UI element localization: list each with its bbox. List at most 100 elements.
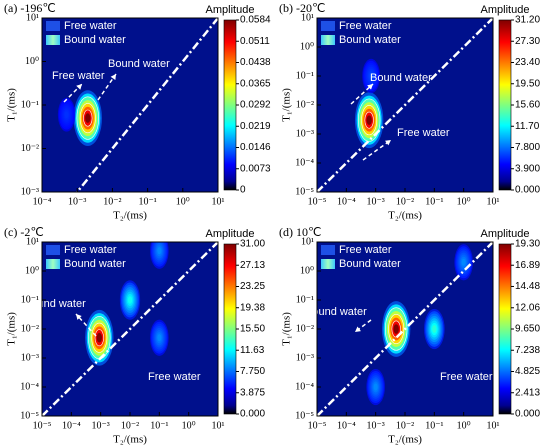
annotation-arrow [97,73,117,101]
colorbar-tick-label: 9.650 [515,324,540,335]
y-tick-label: 10⁻² [21,143,39,154]
y-tick-label: 10⁻¹ [296,70,314,81]
legend: Free water Bound water [46,20,126,46]
y-axis-label: T₁/(ms) [281,312,293,346]
colorbar-tick-label: 11.63 [240,345,265,356]
peak [381,301,411,357]
legend: Free water Bound water [321,244,401,270]
peak [150,242,169,269]
colorbar-tick-label: 0.000 [240,409,265,420]
peak [354,92,384,149]
annotation-arrowhead [110,74,116,80]
y-tick-label: 10⁻² [296,323,314,334]
colorbar-tick-label: 0.0365 [240,78,271,89]
colorbar-tick-label: 7.238 [515,345,540,356]
x-tick-label: 10⁻² [121,420,139,431]
x-tick-label: 10⁻¹ [150,420,168,431]
annotation: Bound water [370,72,432,84]
x-tick-label: 10⁻⁴ [62,420,81,431]
y-tick-label: 10⁻³ [296,352,314,363]
plot-area [57,18,218,192]
colorbar-tick-label: 31.00 [240,239,265,250]
diagonal-line [317,18,493,192]
y-tick-label: 10⁻⁴ [20,381,39,392]
legend-swatch [46,21,60,31]
legend-swatch [321,35,335,45]
x-tick-label: 10¹ [487,420,500,431]
legend-swatch [321,21,335,31]
colorbar-tick-label: 0.0292 [240,100,271,111]
colorbar-tick-label: 3.875 [240,387,265,398]
annotation: Free water [397,127,450,139]
legend-label: Free water [339,244,392,256]
y-tick-label: 10⁻¹ [21,294,39,305]
x-tick-label: 10⁻¹ [425,420,443,431]
y-axis-label: T₁/(ms) [6,312,18,346]
colorbar-tick-label: 0 [240,185,246,196]
colorbar-tick-label: 16.89 [515,260,540,271]
x-tick-label: 10⁰ [457,420,471,431]
colorbar-tick-label: 7.800 [515,142,540,153]
x-tick-label: 10⁻³ [367,196,385,207]
peak [454,244,473,281]
peak [73,90,102,146]
colorbar-tick-label: 0.0511 [240,36,270,47]
colorbar [498,19,512,191]
y-tick-label: 10¹ [26,236,39,247]
y-tick-label: 10⁻⁵ [295,186,314,197]
legend-label: Bound water [339,258,401,270]
peak [85,309,114,366]
colorbar-tick-label: 23.40 [515,57,540,68]
x-axis-label: T₂/(ms) [113,210,147,222]
y-tick-label: 10⁻² [21,323,39,334]
colorbar-tick-label: 0.0219 [240,121,271,132]
colorbar-tick-label: 3.900 [515,163,540,174]
x-tick-label: 10⁰ [176,196,190,207]
x-tick-label: 10⁰ [182,420,196,431]
colorbar-tick-label: 7.750 [240,366,265,377]
annotation: Free water [440,371,493,383]
y-tick-label: 10⁰ [300,265,314,276]
x-tick-label: 10⁰ [457,196,471,207]
colorbar [223,19,237,191]
colorbar-tick-label: 0.000 [515,185,540,196]
y-tick-label: 10⁻⁴ [295,157,314,168]
colorbar-tick-label: 0.0073 [240,163,271,174]
colorbar-tick-label: 19.30 [515,239,540,250]
legend-label: Bound water [339,34,401,46]
peak [57,97,76,132]
colorbar-tick-label: 0.000 [515,409,540,420]
annotation-arrow [362,139,392,161]
annotation: Bound water [24,298,86,310]
x-axis-label: T₂/(ms) [388,210,422,222]
legend-label: Free water [64,244,117,256]
colorbar-label: Amplitude [481,228,530,240]
y-tick-label: 10⁰ [300,41,314,52]
peak [119,280,141,320]
colorbar-tick-label: 0.0146 [240,142,271,153]
x-tick-label: 10⁻⁵ [308,420,327,431]
colorbar [498,243,512,415]
colorbar-label: Amplitude [206,228,255,240]
x-tick-label: 10⁻⁵ [308,196,327,207]
x-tick-label: 10⁻¹ [138,196,156,207]
colorbar [223,243,237,415]
legend-label: Free water [339,20,392,32]
peak [423,308,445,350]
x-tick-label: 10⁻² [103,196,121,207]
x-tick-label: 10⁻⁴ [337,420,356,431]
colorbar-tick-label: 0.0438 [240,57,271,68]
y-axis-label: T₁/(ms) [281,88,293,122]
legend-swatch [46,245,60,255]
legend: Free water Bound water [46,244,126,270]
annotation-arrowhead [367,84,373,90]
y-tick-label: 10¹ [301,12,314,23]
x-tick-label: 10⁻² [396,196,414,207]
diagonal-line [75,18,218,192]
colorbar-tick-label: 19.50 [515,78,540,89]
peak [150,319,169,356]
colorbar-tick-label: 23.25 [240,281,265,292]
